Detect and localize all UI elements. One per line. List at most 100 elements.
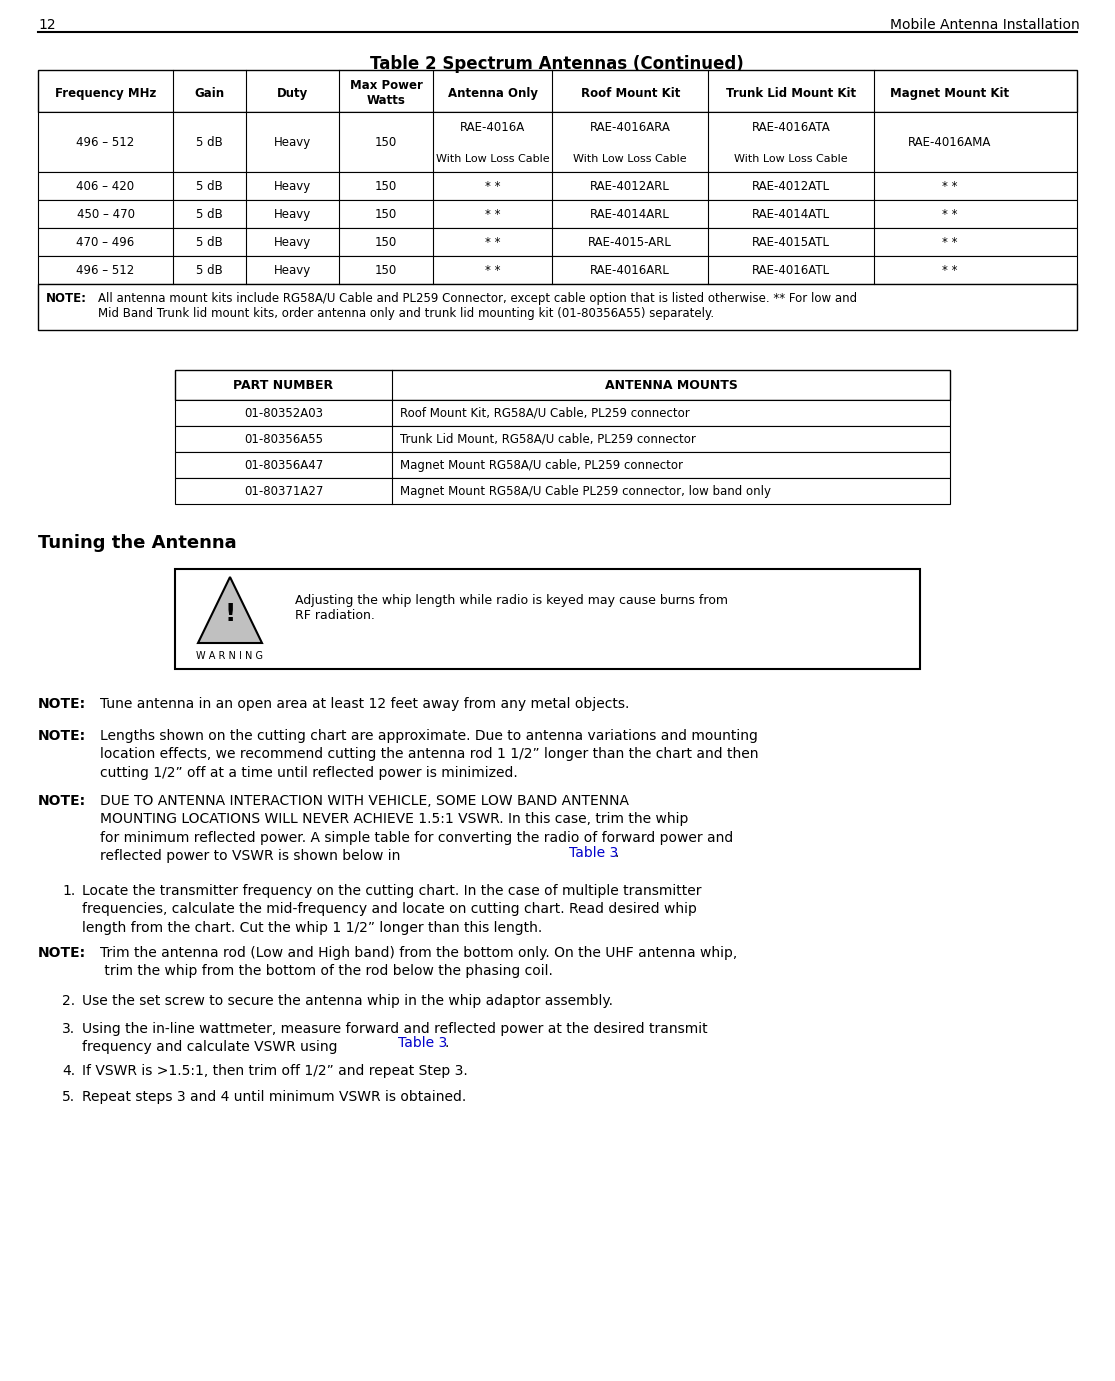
Text: Trunk Lid Mount Kit: Trunk Lid Mount Kit: [726, 87, 856, 99]
Text: With Low Loss Cable: With Low Loss Cable: [573, 155, 687, 164]
Text: Lengths shown on the cutting chart are approximate. Due to antenna variations an: Lengths shown on the cutting chart are a…: [100, 729, 758, 780]
Text: Heavy: Heavy: [274, 180, 311, 192]
Bar: [175, 425, 950, 452]
Text: Heavy: Heavy: [274, 236, 311, 249]
Text: 496 – 512: 496 – 512: [77, 135, 135, 149]
Text: Heavy: Heavy: [274, 135, 311, 149]
Bar: [38, 70, 1077, 112]
Polygon shape: [198, 577, 262, 644]
Text: 2.: 2.: [62, 994, 75, 1008]
Text: Locate the transmitter frequency on the cutting chart. In the case of multiple t: Locate the transmitter frequency on the …: [83, 884, 701, 935]
Text: 1.: 1.: [62, 884, 75, 898]
Text: If VSWR is >1.5:1, then trim off 1/2” and repeat Step 3.: If VSWR is >1.5:1, then trim off 1/2” an…: [83, 1063, 468, 1079]
Text: 150: 150: [375, 180, 397, 192]
Text: Heavy: Heavy: [274, 264, 311, 276]
Bar: [175, 569, 920, 668]
Text: * *: * *: [485, 264, 501, 276]
Text: RAE-4016ATA: RAE-4016ATA: [752, 120, 831, 134]
Text: 150: 150: [375, 135, 397, 149]
Text: 01-80352A03: 01-80352A03: [244, 406, 323, 420]
Text: RAE-4016ATL: RAE-4016ATL: [753, 264, 831, 276]
Text: ANTENNA MOUNTS: ANTENNA MOUNTS: [604, 378, 737, 391]
Text: All antenna mount kits include RG58A/U Cable and PL259 Connector, except cable o: All antenna mount kits include RG58A/U C…: [98, 291, 857, 320]
Text: Mobile Antenna Installation: Mobile Antenna Installation: [890, 18, 1080, 32]
Text: RAE-4012ARL: RAE-4012ARL: [590, 180, 670, 192]
Text: Table 3: Table 3: [398, 1036, 447, 1050]
Text: * *: * *: [942, 180, 958, 192]
Text: 5 dB: 5 dB: [196, 236, 223, 249]
Text: RAE-4014ARL: RAE-4014ARL: [590, 207, 670, 221]
Text: .: .: [444, 1036, 448, 1050]
Text: Table 2 Spectrum Antennas (Continued): Table 2 Spectrum Antennas (Continued): [370, 55, 744, 73]
Text: 5 dB: 5 dB: [196, 180, 223, 192]
Text: * *: * *: [485, 207, 501, 221]
Text: RAE-4016AMA: RAE-4016AMA: [908, 135, 991, 149]
Text: PART NUMBER: PART NUMBER: [233, 378, 333, 391]
Text: 3.: 3.: [62, 1022, 75, 1036]
Text: Duty: Duty: [277, 87, 308, 99]
Text: Adjusting the whip length while radio is keyed may cause burns from
RF radiation: Adjusting the whip length while radio is…: [295, 594, 728, 621]
Text: .: .: [615, 847, 619, 860]
Text: NOTE:: NOTE:: [38, 794, 86, 808]
Text: With Low Loss Cable: With Low Loss Cable: [436, 155, 550, 164]
Text: NOTE:: NOTE:: [38, 729, 86, 743]
Text: Tuning the Antenna: Tuning the Antenna: [38, 534, 236, 552]
Text: W A R N I N G: W A R N I N G: [196, 650, 263, 661]
Text: Using the in-line wattmeter, measure forward and reflected power at the desired : Using the in-line wattmeter, measure for…: [83, 1022, 708, 1055]
Text: 5 dB: 5 dB: [196, 264, 223, 276]
Text: RAE-4012ATL: RAE-4012ATL: [753, 180, 831, 192]
Text: Magnet Mount Kit: Magnet Mount Kit: [890, 87, 1009, 99]
Bar: [38, 284, 1077, 330]
Bar: [38, 255, 1077, 284]
Bar: [175, 370, 950, 400]
Text: Use the set screw to secure the antenna whip in the whip adaptor assembly.: Use the set screw to secure the antenna …: [83, 994, 613, 1008]
Text: 470 – 496: 470 – 496: [77, 236, 135, 249]
Text: RAE-4015-ARL: RAE-4015-ARL: [589, 236, 672, 249]
Text: * *: * *: [942, 236, 958, 249]
Text: RAE-4016ARA: RAE-4016ARA: [590, 120, 670, 134]
Text: RAE-4016ARL: RAE-4016ARL: [590, 264, 670, 276]
Text: 150: 150: [375, 264, 397, 276]
Text: 12: 12: [38, 18, 56, 32]
Text: RAE-4016A: RAE-4016A: [459, 120, 525, 134]
Text: Table 3: Table 3: [569, 847, 618, 860]
Text: Trim the antenna rod (Low and High band) from the bottom only. On the UHF antenn: Trim the antenna rod (Low and High band)…: [100, 946, 737, 978]
Text: Trunk Lid Mount, RG58A/U cable, PL259 connector: Trunk Lid Mount, RG58A/U cable, PL259 co…: [400, 432, 696, 446]
Text: * *: * *: [485, 180, 501, 192]
Text: 150: 150: [375, 207, 397, 221]
Text: Heavy: Heavy: [274, 207, 311, 221]
Bar: [175, 452, 950, 478]
Bar: [38, 173, 1077, 200]
Text: !: !: [224, 602, 235, 626]
Text: NOTE:: NOTE:: [46, 291, 87, 305]
Text: NOTE:: NOTE:: [38, 946, 86, 960]
Text: 496 – 512: 496 – 512: [77, 264, 135, 276]
Text: Roof Mount Kit, RG58A/U Cable, PL259 connector: Roof Mount Kit, RG58A/U Cable, PL259 con…: [400, 406, 690, 420]
Text: DUE TO ANTENNA INTERACTION WITH VEHICLE, SOME LOW BAND ANTENNA
MOUNTING LOCATION: DUE TO ANTENNA INTERACTION WITH VEHICLE,…: [100, 794, 734, 863]
Text: 5 dB: 5 dB: [196, 207, 223, 221]
Bar: [38, 112, 1077, 173]
Text: 406 – 420: 406 – 420: [77, 180, 135, 192]
Text: Roof Mount Kit: Roof Mount Kit: [581, 87, 680, 99]
Text: NOTE:: NOTE:: [38, 697, 86, 711]
Text: 5.: 5.: [62, 1090, 75, 1103]
Text: * *: * *: [942, 207, 958, 221]
Text: With Low Loss Cable: With Low Loss Cable: [735, 155, 849, 164]
Text: Tune antenna in an open area at least 12 feet away from any metal objects.: Tune antenna in an open area at least 12…: [100, 697, 629, 711]
Text: Max Power
Watts: Max Power Watts: [350, 79, 423, 106]
Text: 01-80371A27: 01-80371A27: [244, 485, 323, 497]
Text: Repeat steps 3 and 4 until minimum VSWR is obtained.: Repeat steps 3 and 4 until minimum VSWR …: [83, 1090, 466, 1103]
Text: RAE-4014ATL: RAE-4014ATL: [753, 207, 831, 221]
Text: 150: 150: [375, 236, 397, 249]
Bar: [38, 228, 1077, 255]
Text: Antenna Only: Antenna Only: [447, 87, 537, 99]
Text: 01-80356A55: 01-80356A55: [244, 432, 323, 446]
Text: * *: * *: [485, 236, 501, 249]
Text: 01-80356A47: 01-80356A47: [244, 458, 323, 471]
Text: 450 – 470: 450 – 470: [77, 207, 135, 221]
Bar: [175, 400, 950, 425]
Text: 5 dB: 5 dB: [196, 135, 223, 149]
Text: Frequency MHz: Frequency MHz: [55, 87, 156, 99]
Text: Gain: Gain: [194, 87, 224, 99]
Text: Magnet Mount RG58A/U Cable PL259 connector, low band only: Magnet Mount RG58A/U Cable PL259 connect…: [400, 485, 770, 497]
